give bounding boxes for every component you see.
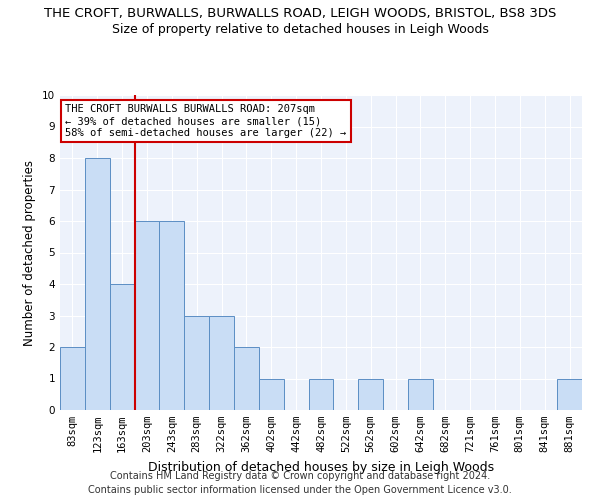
Bar — [358, 378, 383, 410]
Bar — [134, 221, 160, 410]
Bar — [234, 347, 259, 410]
Bar — [308, 378, 334, 410]
Bar — [209, 316, 234, 410]
Bar — [557, 378, 582, 410]
Y-axis label: Number of detached properties: Number of detached properties — [23, 160, 37, 346]
Bar — [85, 158, 110, 410]
Bar — [60, 347, 85, 410]
Bar — [184, 316, 209, 410]
Text: THE CROFT, BURWALLS, BURWALLS ROAD, LEIGH WOODS, BRISTOL, BS8 3DS: THE CROFT, BURWALLS, BURWALLS ROAD, LEIG… — [44, 8, 556, 20]
Text: Size of property relative to detached houses in Leigh Woods: Size of property relative to detached ho… — [112, 22, 488, 36]
Text: Contains HM Land Registry data © Crown copyright and database right 2024.
Contai: Contains HM Land Registry data © Crown c… — [88, 471, 512, 495]
Bar — [408, 378, 433, 410]
Bar — [259, 378, 284, 410]
Text: THE CROFT BURWALLS BURWALLS ROAD: 207sqm
← 39% of detached houses are smaller (1: THE CROFT BURWALLS BURWALLS ROAD: 207sqm… — [65, 104, 346, 138]
Bar — [110, 284, 134, 410]
Bar — [160, 221, 184, 410]
X-axis label: Distribution of detached houses by size in Leigh Woods: Distribution of detached houses by size … — [148, 460, 494, 473]
